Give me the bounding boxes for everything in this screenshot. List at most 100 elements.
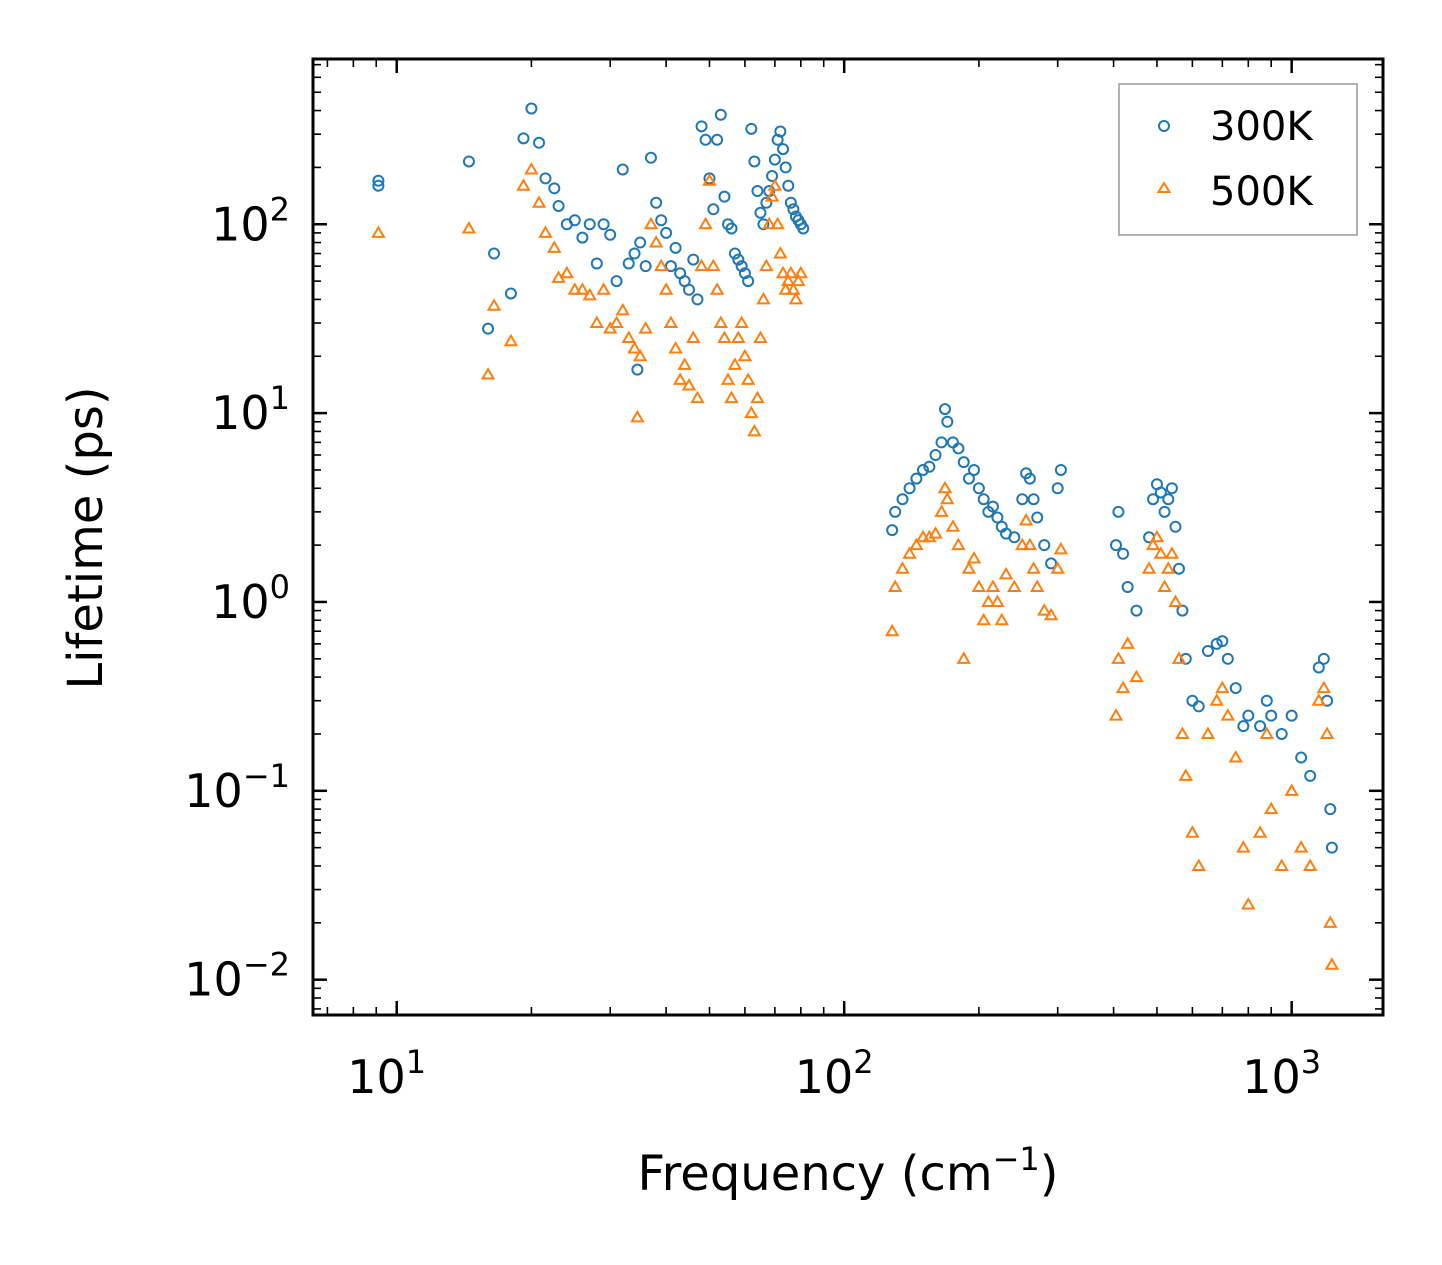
axis-ticks <box>313 59 1383 1015</box>
point-300k-99 <box>1031 511 1044 524</box>
point-300k-122 <box>1201 644 1214 657</box>
point-300k-37 <box>695 120 708 133</box>
point-500k-68 <box>793 265 809 279</box>
point-500k-77 <box>934 504 949 517</box>
point-300k-134 <box>1295 751 1308 764</box>
point-300k-114 <box>1162 493 1175 506</box>
point-500k-113 <box>1164 546 1180 559</box>
y-tick-label-0: 10−2 <box>184 946 290 1007</box>
point-500k-138 <box>1324 957 1340 970</box>
point-300k-4 <box>482 322 495 335</box>
y-tick-label-2: 100 <box>211 568 290 629</box>
point-300k-94 <box>1008 531 1021 544</box>
point-500k-98 <box>1037 603 1052 616</box>
point-500k-18 <box>609 315 624 329</box>
point-300k-75 <box>910 472 923 485</box>
point-500k-96 <box>1026 561 1041 574</box>
point-300k-22 <box>628 247 641 260</box>
x-tick-labels: 101 102 103 <box>347 1043 1321 1104</box>
point-500k-54 <box>756 291 771 305</box>
data-marks <box>371 102 1340 970</box>
point-500k-71 <box>895 561 910 574</box>
point-500k-62 <box>778 282 793 295</box>
point-300k-0 <box>372 174 385 187</box>
point-500k-92 <box>1007 579 1022 593</box>
point-500k-130 <box>1274 858 1289 871</box>
point-500k-52 <box>750 390 765 404</box>
point-300k-91 <box>991 511 1004 524</box>
point-300k-105 <box>1112 505 1125 518</box>
point-300k-43 <box>718 190 731 203</box>
point-500k-33 <box>681 378 697 391</box>
point-300k-38 <box>699 133 712 146</box>
point-300k-104 <box>1110 539 1123 552</box>
point-500k-8 <box>538 225 553 238</box>
point-300k-53 <box>751 185 764 198</box>
point-300k-20 <box>616 163 629 176</box>
point-500k-39 <box>706 258 721 272</box>
point-300k-40 <box>707 203 720 216</box>
point-500k-26 <box>648 235 664 248</box>
point-300k-137 <box>1317 652 1330 665</box>
point-500k-76 <box>928 526 943 539</box>
y-tick-label-1: 10−1 <box>184 757 290 818</box>
point-500k-107 <box>1141 561 1157 574</box>
point-300k-83 <box>952 442 965 455</box>
point-500k-46 <box>731 330 746 343</box>
point-300k-35 <box>687 253 700 266</box>
point-300k-3 <box>488 247 501 260</box>
point-300k-58 <box>766 170 779 183</box>
point-500k-11 <box>559 265 575 279</box>
point-300k-78 <box>929 449 942 462</box>
point-300k-9 <box>539 172 552 185</box>
point-500k-121 <box>1209 693 1224 706</box>
point-500k-49 <box>740 372 756 385</box>
point-300k-101 <box>1045 557 1058 570</box>
y-axis-label: Lifetime (ps) <box>58 386 114 689</box>
point-300k-108 <box>1130 604 1143 617</box>
point-300k-64 <box>782 179 795 192</box>
point-300k-31 <box>669 241 682 254</box>
point-300k-106 <box>1117 547 1130 560</box>
point-500k-35 <box>690 390 705 404</box>
point-500k-21 <box>627 340 642 354</box>
point-300k-98 <box>1027 493 1040 506</box>
point-300k-8 <box>533 136 546 149</box>
point-300k-47 <box>732 253 745 266</box>
point-500k-73 <box>909 537 924 551</box>
point-500k-12 <box>567 282 583 295</box>
point-500k-34 <box>686 330 701 343</box>
point-300k-82 <box>946 436 959 449</box>
y-tick-label-4: 102 <box>211 190 290 251</box>
point-300k-70 <box>797 222 810 235</box>
point-500k-125 <box>1236 840 1251 853</box>
point-300k-41 <box>711 133 724 146</box>
point-300k-30 <box>664 260 677 273</box>
point-300k-61 <box>774 125 787 138</box>
point-500k-14 <box>582 287 597 301</box>
point-300k-14 <box>576 231 589 244</box>
point-500k-75 <box>922 529 937 543</box>
point-500k-93 <box>1015 537 1030 551</box>
point-500k-82 <box>956 651 971 664</box>
point-300k-95 <box>1016 493 1029 506</box>
point-500k-116 <box>1175 726 1190 739</box>
point-500k-27 <box>653 258 669 272</box>
point-300k-23 <box>631 363 644 376</box>
point-500k-108 <box>1145 537 1161 551</box>
point-500k-45 <box>727 357 743 370</box>
point-500k-47 <box>734 315 749 329</box>
point-500k-109 <box>1149 529 1165 543</box>
point-500k-66 <box>788 291 804 305</box>
point-500k-59 <box>770 216 785 230</box>
point-300k-120 <box>1186 694 1199 707</box>
point-300k-128 <box>1242 709 1255 722</box>
point-500k-88 <box>985 579 1001 593</box>
point-500k-69 <box>884 623 900 637</box>
point-500k-58 <box>767 178 783 191</box>
point-500k-60 <box>773 246 788 259</box>
point-300k-28 <box>655 214 668 227</box>
point-300k-131 <box>1265 709 1278 722</box>
point-500k-115 <box>1171 651 1187 664</box>
point-300k-59 <box>768 153 781 166</box>
